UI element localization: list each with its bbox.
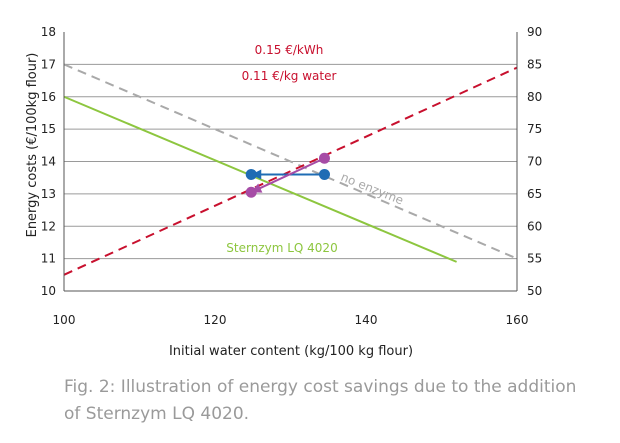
y2-tick-label: 55 (527, 252, 542, 266)
x-tick-label: 100 (53, 313, 76, 327)
y2-tick-label: 60 (527, 219, 542, 233)
water-price-label: 0.11 €/kg water (242, 69, 337, 83)
y-tick-label: 11 (41, 252, 56, 266)
blue-arrow-start-dot (318, 168, 330, 180)
series-line-sternzym (63, 95, 457, 263)
figure-caption: Fig. 2: Illustration of energy cost savi… (64, 377, 577, 424)
y-tick-label: 16 (41, 90, 56, 104)
y-tick-label: 18 (41, 25, 56, 39)
tick-labels: 10 11 12 13 14 15 16 17 18 50 55 60 65 70 75 80 85 90 100 1… (41, 25, 543, 327)
y-tick-label: 10 (41, 284, 56, 298)
y-tick-label: 15 (41, 122, 56, 136)
axes (63, 32, 518, 292)
blue-arrow-end-dot (245, 168, 257, 180)
y2-tick-label: 75 (527, 122, 542, 136)
series-line-no-enzyme (63, 63, 518, 260)
x-tick-label: 140 (355, 313, 378, 327)
y-tick-label: 14 (41, 155, 56, 169)
y2-tick-label: 90 (527, 25, 542, 39)
series-layer (63, 63, 518, 276)
y-axis-title: Energy costs (€/100kg flour) (25, 53, 40, 238)
y-tick-label: 17 (41, 57, 56, 71)
x-axis-title: Initial water content (kg/100 kg flour) (169, 344, 413, 359)
purple-arrow-start-dot (318, 152, 330, 164)
y2-tick-label: 70 (527, 155, 542, 169)
y2-tick-label: 50 (527, 284, 542, 298)
x-tick-label: 160 (506, 313, 529, 327)
y2-tick-label: 85 (527, 57, 542, 71)
y-tick-label: 13 (41, 187, 56, 201)
no-enzyme-label: no enzyme (339, 170, 406, 208)
sternzym-label: Sternzym LQ 4020 (226, 241, 337, 255)
energy-price-label: 0.15 €/kWh (255, 43, 324, 57)
chart: 10 11 12 13 14 15 16 17 18 50 55 60 65 70 75 80 85 90 100 1… (25, 25, 543, 359)
series-line-water-cost (63, 66, 518, 276)
y-tick-label: 12 (41, 219, 56, 233)
markers (245, 152, 330, 198)
y2-tick-label: 65 (527, 187, 542, 201)
purple-arrow-shaft (258, 157, 325, 190)
purple-arrow-end-dot (245, 186, 257, 198)
x-tick-label: 120 (204, 313, 227, 327)
y2-tick-label: 80 (527, 90, 542, 104)
